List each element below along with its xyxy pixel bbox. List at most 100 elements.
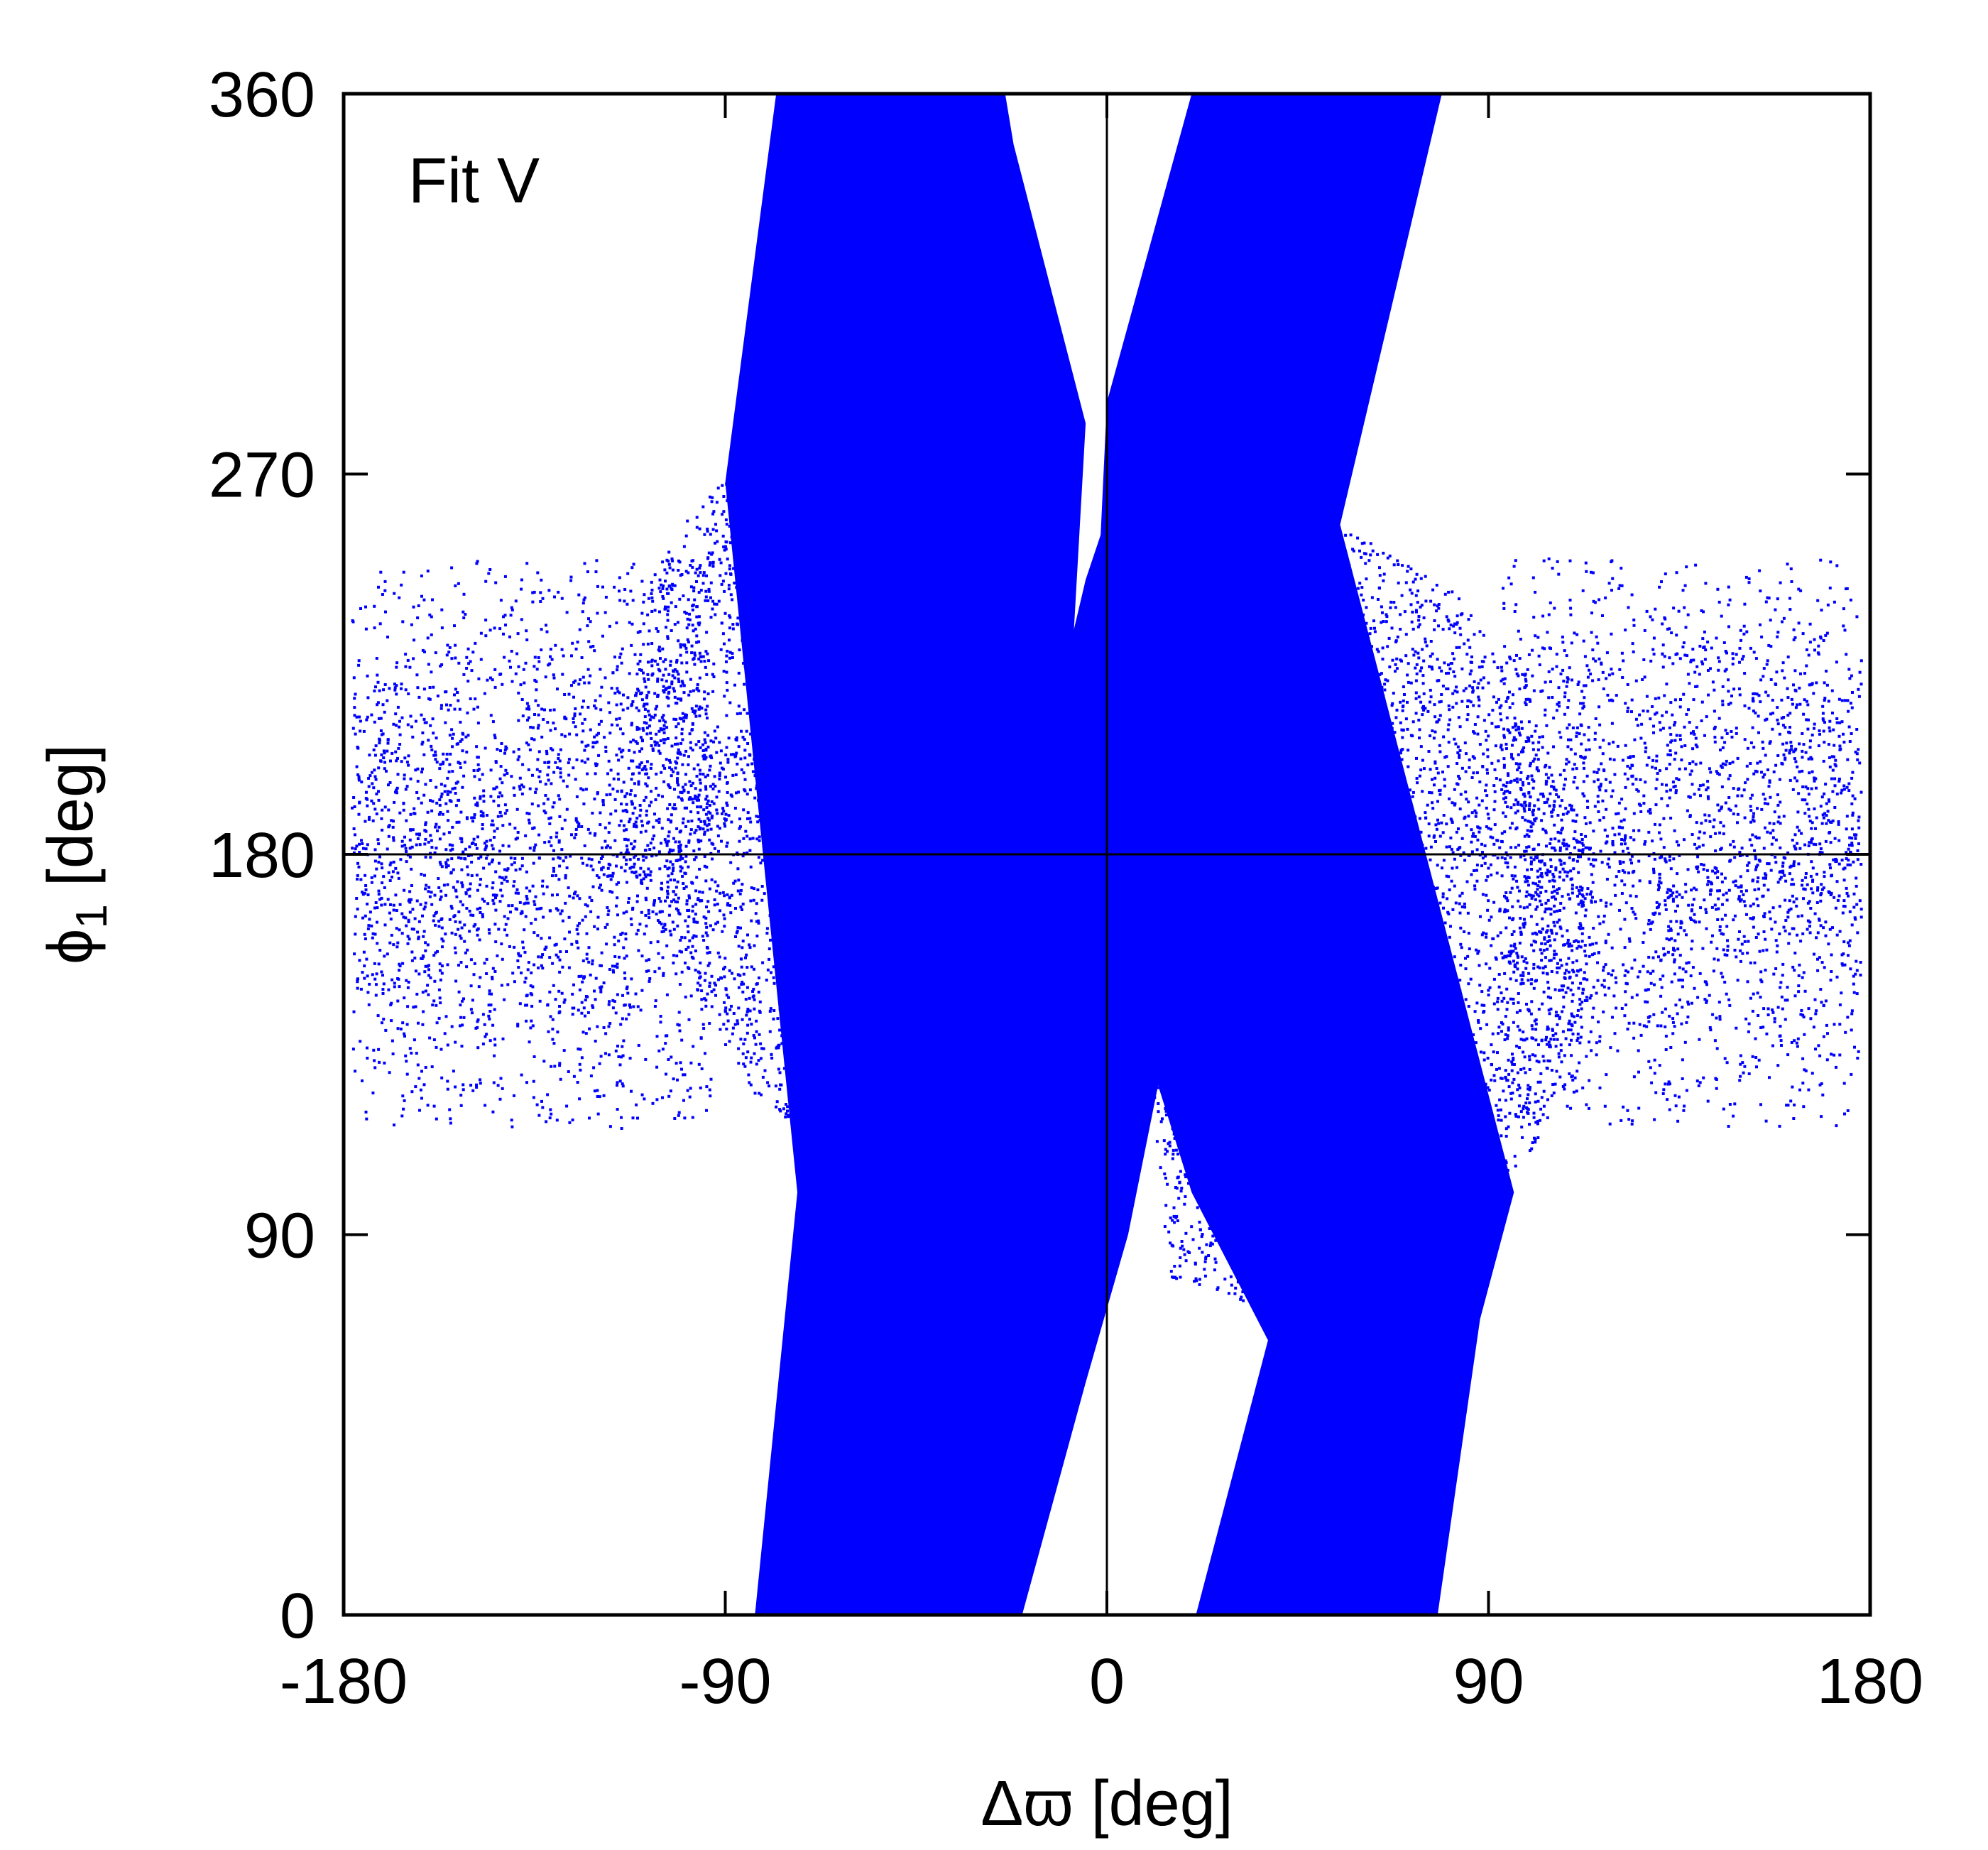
scatter-point — [1692, 658, 1695, 662]
scatter-point — [1698, 673, 1701, 676]
scatter-point — [1764, 1119, 1768, 1123]
scatter-point — [462, 774, 466, 778]
scatter-point — [1669, 701, 1673, 704]
scatter-point — [509, 665, 512, 669]
scatter-point — [1632, 1021, 1636, 1025]
scatter-point — [1716, 918, 1720, 921]
scatter-point — [695, 798, 699, 802]
scatter-point — [488, 1017, 491, 1021]
scatter-point — [1825, 683, 1829, 687]
scatter-point — [593, 1089, 596, 1093]
scatter-point — [371, 932, 375, 935]
scatter-point — [1530, 896, 1534, 900]
scatter-point — [1620, 1119, 1623, 1122]
scatter-point — [1639, 778, 1642, 781]
scatter-point — [550, 1065, 553, 1068]
scatter-point — [1665, 710, 1668, 714]
scatter-point — [439, 783, 443, 786]
scatter-point — [1632, 650, 1635, 653]
scatter-point — [1762, 675, 1765, 678]
scatter-point — [1739, 959, 1742, 963]
scatter-point — [1828, 831, 1832, 834]
scatter-point — [1774, 967, 1778, 970]
scatter-point — [1523, 686, 1526, 690]
scatter-point — [1784, 879, 1788, 883]
scatter-point — [570, 942, 574, 946]
scatter-point — [1847, 709, 1850, 713]
scatter-point — [1560, 964, 1563, 967]
scatter-point — [374, 994, 378, 997]
scatter-point — [1539, 930, 1543, 934]
scatter-point — [706, 799, 710, 802]
scatter-point — [709, 785, 712, 788]
scatter-point — [434, 825, 437, 829]
scatter-point — [671, 568, 674, 572]
scatter-point — [1674, 653, 1678, 656]
scatter-point — [1848, 844, 1851, 847]
scatter-point — [1650, 1081, 1654, 1084]
scatter-point — [557, 839, 561, 842]
scatter-point — [1504, 747, 1508, 751]
scatter-point — [1753, 961, 1757, 964]
scatter-point — [425, 883, 428, 887]
scatter-point — [1675, 920, 1678, 923]
scatter-point — [472, 816, 476, 820]
scatter-point — [1791, 965, 1795, 969]
scatter-point — [408, 890, 412, 893]
scatter-point — [1630, 907, 1634, 910]
scatter-point — [351, 847, 354, 850]
scatter-point — [689, 690, 692, 693]
scatter-point — [1549, 858, 1553, 861]
scatter-point — [564, 856, 568, 859]
scatter-point — [396, 999, 400, 1003]
scatter-point — [622, 1039, 626, 1043]
scatter-point — [395, 788, 398, 792]
scatter-point — [585, 957, 589, 961]
scatter-point — [692, 710, 695, 713]
scatter-point — [589, 864, 593, 868]
scatter-point — [420, 801, 423, 805]
scatter-point — [1768, 822, 1771, 825]
scatter-point — [430, 748, 434, 751]
scatter-point — [710, 800, 714, 803]
scatter-point — [699, 984, 702, 987]
scatter-point — [584, 1032, 588, 1035]
scatter-point — [1654, 822, 1656, 826]
scatter-point — [643, 932, 646, 936]
scatter-point — [631, 847, 635, 851]
scatter-point — [1786, 1053, 1790, 1057]
scatter-point — [446, 1087, 449, 1091]
scatter-point — [1510, 933, 1514, 936]
scatter-point — [1568, 666, 1571, 670]
scatter-point — [554, 761, 557, 764]
scatter-point — [1788, 726, 1791, 729]
scatter-point — [586, 668, 590, 671]
scatter-point — [1529, 761, 1532, 765]
scatter-point — [1802, 971, 1806, 974]
scatter-point — [547, 817, 551, 820]
scatter-point — [1762, 1007, 1766, 1011]
scatter-point — [1765, 663, 1769, 666]
scatter-point — [1732, 918, 1735, 922]
scatter-point — [1807, 757, 1810, 761]
scatter-point — [460, 738, 464, 741]
scatter-point — [704, 589, 708, 593]
scatter-point — [1740, 886, 1743, 888]
scatter-point — [1829, 820, 1832, 824]
scatter-point — [1693, 670, 1697, 674]
scatter-point — [1819, 899, 1823, 903]
scatter-point — [1819, 636, 1823, 640]
scatter-point — [645, 924, 648, 927]
scatter-point — [459, 1003, 462, 1007]
scatter-point — [1512, 565, 1516, 568]
scatter-point — [1827, 819, 1830, 822]
scatter-point — [661, 1096, 664, 1099]
scatter-point — [1544, 773, 1548, 776]
scatter-point — [1751, 699, 1754, 702]
scatter-point — [500, 794, 503, 798]
scatter-point — [1659, 1024, 1663, 1028]
scatter-point — [424, 821, 427, 825]
scatter-point — [375, 867, 378, 871]
scatter-point — [1781, 724, 1785, 727]
scatter-point — [1602, 739, 1605, 742]
